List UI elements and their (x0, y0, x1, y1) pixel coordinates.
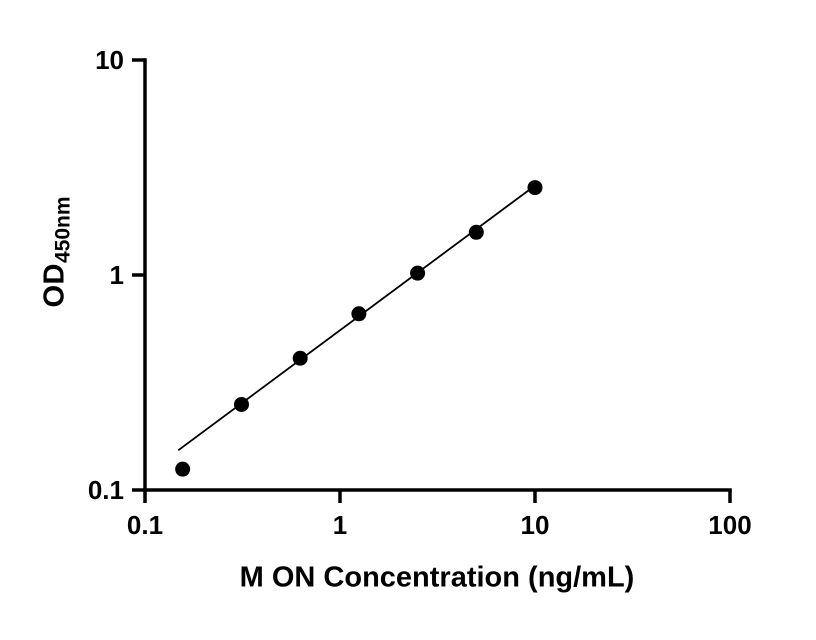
data-point (175, 461, 191, 477)
y-axis-tick-label: 0.1 (88, 475, 124, 505)
data-point (410, 265, 426, 281)
x-axis-tick-label: 0.1 (127, 510, 163, 540)
y-axis-title-subscript: 450nm (51, 196, 75, 264)
x-axis-tick-label: 10 (521, 510, 550, 540)
y-axis-tick-label: 10 (95, 45, 124, 75)
data-point (527, 180, 543, 196)
x-axis-tick-label: 100 (708, 510, 751, 540)
x-axis-title: M ON Concentration (ng/mL) (239, 561, 635, 594)
y-axis-tick-label: 1 (110, 260, 124, 290)
y-axis-title: OD450nm (39, 196, 76, 307)
axis-spines (143, 58, 732, 492)
data-point (292, 350, 308, 366)
y-axis-title-main: OD (38, 263, 71, 308)
data-point (351, 306, 367, 322)
x-axis-tick-label: 1 (333, 510, 347, 540)
data-point (233, 396, 249, 412)
data-point (468, 224, 484, 240)
